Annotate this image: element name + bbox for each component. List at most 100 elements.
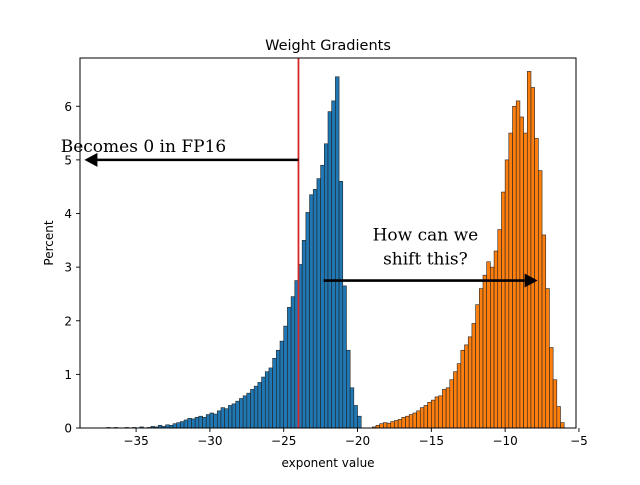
histogram-bar-series-1 — [191, 418, 196, 429]
histogram-bar-series-1 — [279, 340, 285, 429]
histogram-bar-series-1 — [261, 376, 266, 429]
histogram-bar-series-2 — [405, 415, 410, 429]
histogram-bar-series-2 — [482, 274, 487, 429]
histogram-bar-series-1 — [335, 76, 340, 429]
histogram-bar-series-2 — [556, 406, 561, 429]
histogram-bar-series-2 — [442, 389, 447, 429]
chart-title: Weight Gradients — [265, 38, 391, 54]
y-tick-label: 3 — [64, 261, 72, 275]
histogram-bar-series-2 — [519, 116, 524, 429]
histogram-bar-series-1 — [213, 413, 218, 429]
histogram-bar-series-2 — [530, 87, 535, 429]
histogram-bar-series-2 — [464, 344, 469, 429]
histogram-bar-series-1 — [228, 405, 233, 429]
histogram-bar-series-1 — [283, 325, 288, 429]
histogram-bar-series-1 — [216, 410, 222, 429]
histogram-bar-series-2 — [467, 336, 473, 429]
y-axis-label: Percent — [42, 220, 56, 265]
histogram-bar-series-1 — [198, 415, 203, 429]
histogram-bar-series-2 — [490, 266, 495, 429]
histogram-bar-series-1 — [224, 408, 229, 429]
histogram-bar-series-2 — [552, 379, 558, 429]
histogram-bar-series-2 — [512, 105, 517, 429]
histogram-bar-series-1 — [183, 419, 189, 429]
histogram-bar-series-2 — [431, 399, 436, 429]
histogram-bar-series-2 — [541, 234, 547, 429]
histogram-bar-series-1 — [194, 416, 200, 429]
x-tick-label: −30 — [197, 434, 222, 448]
annotation-arrow — [323, 273, 538, 288]
histogram-bar-series-1 — [205, 414, 211, 429]
histogram-bar-series-1 — [235, 400, 240, 429]
x-tick-label: −5 — [570, 434, 588, 448]
y-tick-label: 6 — [64, 100, 72, 114]
histogram-bar-series-2 — [493, 250, 499, 429]
histogram-bar-series-1 — [257, 382, 262, 429]
histogram-bar-series-2 — [434, 396, 440, 429]
histogram-bar-series-1 — [180, 421, 185, 429]
histogram-bar-series-2 — [379, 423, 384, 429]
y-tick-label: 1 — [64, 368, 72, 382]
arrow-head — [84, 152, 98, 167]
histogram-bar-series-2 — [408, 414, 414, 429]
histogram-bar-series-2 — [526, 71, 532, 429]
histogram-bar-series-1 — [324, 143, 329, 429]
histogram-bar-series-2 — [504, 159, 510, 429]
histogram-bar-series-1 — [202, 416, 207, 429]
histogram-bar-series-2 — [453, 371, 458, 429]
histogram-bar-series-2 — [545, 288, 550, 429]
histogram-bar-series-2 — [445, 387, 451, 429]
histogram-bar-series-1 — [187, 418, 192, 429]
histogram-bar-series-1 — [253, 385, 259, 429]
histogram-bar-series-2 — [397, 419, 403, 429]
histogram-bar-series-2 — [479, 288, 484, 429]
histogram-bar-series-1 — [220, 407, 225, 429]
histogram-bar-series-1 — [309, 194, 314, 429]
histogram-bar-series-1 — [353, 405, 358, 429]
arrow-head — [524, 273, 538, 288]
histogram-bar-series-1 — [264, 371, 270, 429]
histogram-bar-series-1 — [331, 100, 336, 429]
histogram-bar-series-1 — [176, 422, 181, 429]
histogram-bar-series-1 — [327, 111, 332, 429]
histogram-bar-series-1 — [172, 423, 177, 429]
histogram-bar-series-2 — [383, 422, 388, 429]
histogram-bar-series-1 — [320, 164, 325, 429]
histogram-bar-series-2 — [534, 138, 539, 429]
bars-layer — [106, 71, 565, 429]
histogram-bar-series-2 — [416, 410, 421, 429]
histogram-bar-series-1 — [287, 307, 292, 429]
x-tick-label: −25 — [271, 434, 296, 448]
annotation-arrow — [84, 152, 299, 167]
histogram-bar-series-2 — [412, 412, 417, 429]
histogram-bar-series-2 — [486, 261, 491, 429]
histogram-bar-series-2 — [560, 422, 565, 429]
histogram-bar-series-2 — [390, 421, 395, 429]
y-tick-label: 2 — [64, 314, 72, 328]
histogram-bar-series-1 — [250, 389, 255, 429]
histogram-bar-series-2 — [394, 420, 399, 429]
histogram-bar-series-1 — [209, 412, 214, 429]
y-axis-ticks: 0 1 2 3 4 5 6 — [64, 100, 80, 436]
histogram-bar-series-2 — [497, 229, 502, 429]
histogram-bar-series-2 — [549, 347, 554, 429]
annotations-layer: Becomes 0 in FP16 How can we shift this? — [61, 137, 538, 288]
y-tick-label: 5 — [64, 153, 72, 167]
histogram-bar-series-2 — [538, 170, 543, 429]
annotation-text: shift this? — [383, 249, 468, 269]
x-axis-label: exponent value — [281, 456, 374, 470]
x-tick-label: −15 — [419, 434, 444, 448]
histogram-bar-series-1 — [316, 178, 321, 429]
histogram-bar-series-2 — [475, 304, 480, 429]
histogram-bar-series-1 — [242, 395, 248, 429]
histogram-bar-series-2 — [438, 395, 443, 429]
histogram-bar-series-1 — [246, 392, 251, 429]
annotation-text: How can we — [373, 225, 479, 245]
histogram-bar-series-2 — [471, 323, 476, 429]
histogram-bar-series-1 — [276, 349, 281, 429]
x-axis-ticks: −35 −30 −25 −20 −15 −10 −5 — [123, 428, 588, 448]
x-tick-label: −10 — [492, 434, 517, 448]
histogram-bar-series-1 — [357, 415, 362, 429]
